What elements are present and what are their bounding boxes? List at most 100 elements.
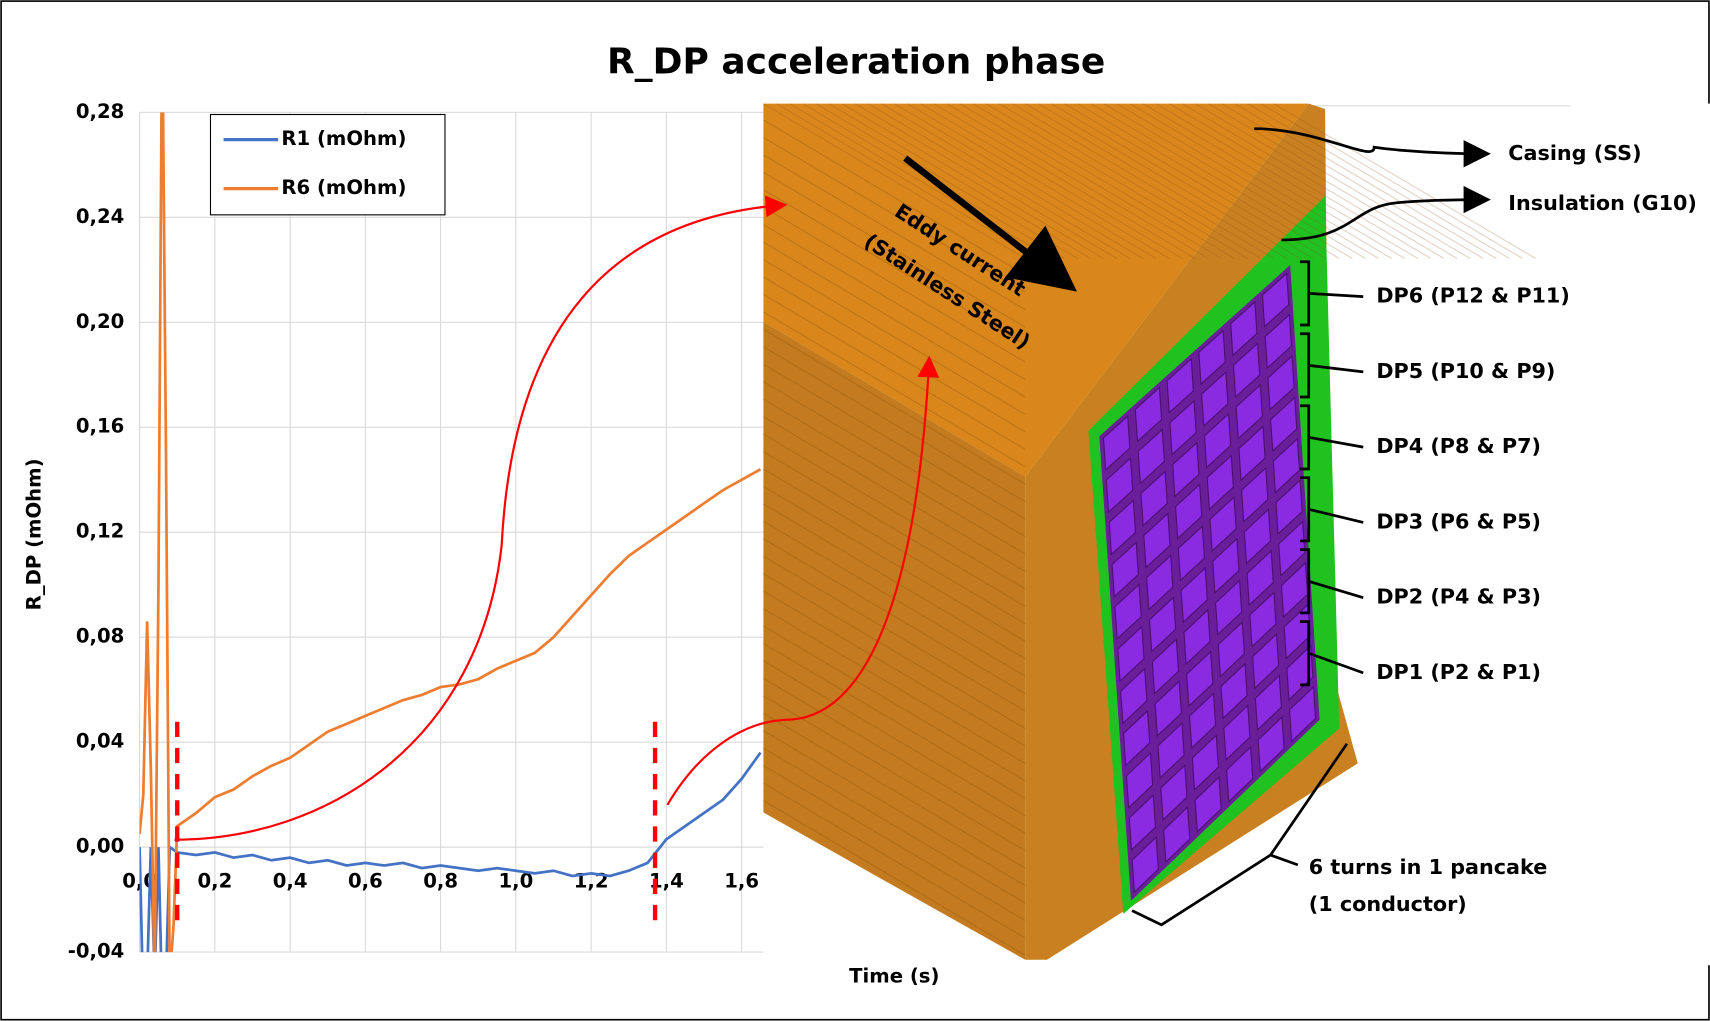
series-lines	[139, 112, 762, 953]
conductor-cell	[1128, 793, 1157, 852]
conductor-cell	[1122, 709, 1151, 767]
conductor-cell	[1163, 805, 1191, 864]
conductor-cell	[1215, 579, 1243, 636]
conductor-cell	[1241, 466, 1269, 523]
y-tick-label: 0,00	[76, 835, 124, 858]
hatch-line	[763, 119, 1026, 276]
casing-left	[763, 321, 1026, 960]
hatch-line	[1273, 103, 1536, 259]
hatch-line	[763, 363, 1026, 520]
conductor-cell	[1154, 680, 1182, 738]
conductor-cell	[1188, 692, 1217, 750]
hatch-line	[763, 590, 1026, 747]
hatch-line	[763, 398, 1026, 555]
y-tick-label: 0,24	[76, 205, 124, 228]
conductor-cell	[1235, 383, 1263, 440]
conductor-cell	[1183, 608, 1211, 666]
y-tick-label: 0,16	[76, 415, 124, 438]
hatch-line	[763, 171, 1026, 328]
hatch-line	[763, 695, 1026, 852]
conductor-cell	[1120, 667, 1148, 725]
conductor-cell	[1278, 520, 1306, 577]
hatch-line	[763, 154, 1026, 311]
hatch-line	[880, 103, 1144, 259]
casing-label: Casing (SS)	[1508, 141, 1641, 165]
hatch-line	[763, 103, 1026, 259]
conductor-cell	[1131, 836, 1159, 894]
conductor-cell	[1191, 734, 1219, 792]
insulation-label: Insulation (G10)	[1508, 191, 1697, 215]
conductor-cell	[1117, 625, 1145, 683]
turns-bracket	[1131, 743, 1349, 927]
conductor-grid	[1102, 272, 1317, 894]
conductor-cell	[1254, 674, 1282, 732]
x-tick-label: 1,6	[724, 870, 759, 893]
conductor-cell	[1243, 508, 1272, 565]
hatch-line	[763, 259, 1026, 415]
dp-bracket	[1299, 404, 1364, 471]
hatch-line	[763, 189, 1026, 346]
hatch-line	[763, 311, 1026, 468]
hatch-line	[763, 747, 1026, 904]
hatch-line	[763, 712, 1026, 869]
y-axis-label: R_DP (mOhm)	[22, 458, 45, 610]
hatch-line	[1195, 103, 1458, 259]
hatch-line	[763, 136, 1026, 293]
hatch-line	[933, 103, 1196, 259]
hatch-line	[1168, 103, 1432, 259]
hatch-line	[946, 103, 1209, 259]
conductor-cell	[1174, 483, 1203, 540]
conductor-cell	[1230, 300, 1258, 357]
x-tick-label: 0,2	[197, 870, 232, 893]
conductor-cell	[1102, 415, 1131, 472]
conductor-cell	[1270, 396, 1298, 453]
hatch-line	[763, 346, 1026, 503]
conductor-cell	[1252, 632, 1280, 690]
dp-label: DP3 (P6 & P5)	[1376, 509, 1541, 533]
hatch-line	[763, 642, 1026, 799]
dp-bracket	[1299, 620, 1364, 687]
hatch-line	[972, 103, 1235, 259]
dp-bracket	[1299, 332, 1364, 399]
x-tick-label: 1,0	[498, 870, 533, 893]
hatch-line	[763, 660, 1026, 817]
hatch-line	[1260, 103, 1523, 259]
model-image: Eddy current (Stainless Steel) Casing (S…	[763, 103, 1710, 966]
turns-label: (1 conductor)	[1309, 892, 1467, 916]
x-tick-label: 1,4	[649, 870, 684, 893]
hatch-line	[763, 538, 1026, 695]
conductor-cell	[1114, 583, 1142, 641]
hatch-line	[1116, 103, 1379, 259]
hatch-line	[867, 103, 1131, 259]
link-arrow	[174, 195, 788, 841]
dp-label: DP6 (P12 & P11)	[1376, 284, 1569, 308]
conductor-cell	[1125, 751, 1154, 809]
conductor-cell	[1286, 644, 1314, 702]
conductor-cell	[1288, 685, 1317, 743]
dp-labels: DP6 (P12 & P11) DP5 (P10 & P9) DP4 (P8 & P…	[1299, 260, 1570, 687]
legend-box	[209, 113, 446, 216]
conductor-cell	[1272, 437, 1301, 494]
hatch-line	[763, 503, 1026, 660]
hatch-line	[776, 103, 1039, 259]
hatch-line	[894, 103, 1157, 259]
hatch-line	[998, 103, 1262, 259]
hatch-line	[959, 103, 1222, 259]
conductor-cell	[1261, 272, 1290, 328]
conductor-cell	[1220, 662, 1248, 720]
y-tick-label: 0,08	[76, 625, 124, 648]
conductor-cell	[1111, 541, 1139, 598]
y-tick-label: 0,28	[76, 100, 124, 123]
hatch-line	[763, 765, 1026, 921]
conductor-cell	[1157, 722, 1185, 780]
hatch-line	[1064, 103, 1327, 259]
hatch-line	[763, 433, 1026, 590]
hatch-line	[763, 730, 1026, 887]
eddy-arrow	[903, 155, 1077, 292]
x-tick-label: 0,8	[423, 870, 458, 893]
hatch-line	[763, 485, 1026, 642]
hatch-line	[1103, 103, 1366, 259]
conductor-cell	[1177, 525, 1206, 582]
conductor-cell	[1212, 537, 1240, 595]
